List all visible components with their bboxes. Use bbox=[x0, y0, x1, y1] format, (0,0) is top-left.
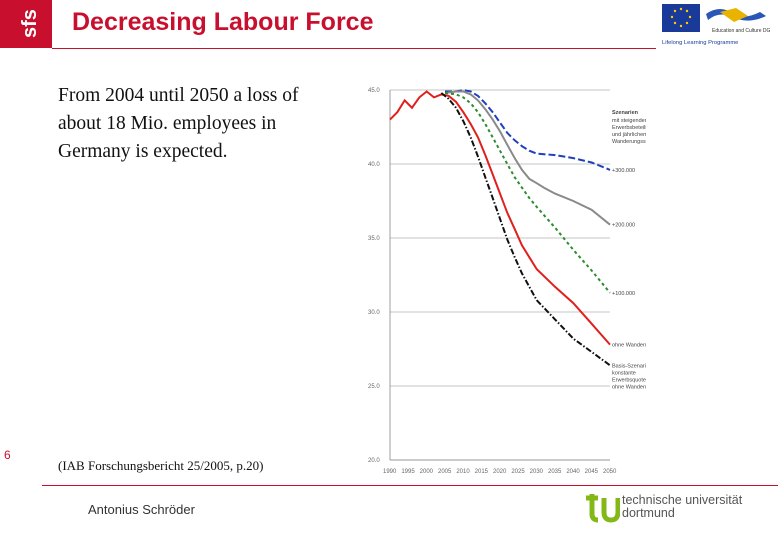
eu-logo: Education and Culture DG Lifelong Learni… bbox=[660, 2, 776, 48]
x-tick-label: 2045 bbox=[585, 469, 599, 475]
y-tick-label: 35.0 bbox=[368, 236, 380, 242]
series-line-2 bbox=[444, 92, 611, 294]
y-tick-label: 30.0 bbox=[368, 310, 380, 316]
series-line-3 bbox=[389, 90, 611, 346]
y-tick-label: 40.0 bbox=[368, 162, 380, 168]
series-label-0: +300.000 bbox=[612, 168, 635, 174]
intro-text: From 2004 until 2050 a loss of about 18 … bbox=[58, 85, 299, 162]
page-title: Decreasing Labour Force bbox=[72, 8, 374, 36]
x-tick-label: 2050 bbox=[603, 469, 617, 475]
series-line-1 bbox=[444, 90, 611, 226]
legend-subtitle: mit steigenderErwerbsbeteiligungund jähr… bbox=[612, 118, 646, 145]
footer-divider bbox=[42, 485, 778, 486]
y-tick-label: 45.0 bbox=[368, 88, 380, 94]
sfs-logo: sfs bbox=[0, 0, 52, 48]
tu-logo bbox=[584, 492, 774, 528]
series-line-0 bbox=[445, 88, 611, 171]
y-tick-label: 25.0 bbox=[368, 384, 380, 390]
series-label-4: Basis-Szenario konstante Erwerbsquoten ohne… bbox=[612, 363, 646, 390]
legend-title: Szenarien bbox=[612, 110, 639, 116]
x-tick-label: 2025 bbox=[511, 469, 525, 475]
y-tick-label: 20.0 bbox=[368, 458, 380, 464]
sfs-logo-text: sfs bbox=[19, 9, 41, 39]
x-tick-label: 1990 bbox=[383, 469, 397, 475]
tu-logo-text-line1: technische universität bbox=[622, 493, 743, 507]
tu-logo-text-line2: dortmund bbox=[622, 506, 675, 520]
x-tick-label: 2005 bbox=[438, 469, 452, 475]
x-tick-label: 2035 bbox=[548, 469, 562, 475]
tu-logo-text: technische universität dortmund bbox=[622, 494, 742, 520]
eu-logo-caption-top: Education and Culture DG bbox=[712, 28, 770, 34]
page-number: 6 bbox=[4, 448, 11, 462]
x-tick-label: 2030 bbox=[530, 469, 544, 475]
x-tick-label: 2020 bbox=[493, 469, 507, 475]
x-tick-label: 2000 bbox=[420, 469, 434, 475]
x-tick-label: 1995 bbox=[401, 469, 415, 475]
x-tick-label: 2015 bbox=[475, 469, 489, 475]
series-label-3: ohne Wanderungen bbox=[612, 343, 646, 349]
citation-text: (IAB Forschungsbericht 25/2005, p.20) bbox=[58, 458, 264, 473]
labour-force-chart: 20.0 25.0 30.0 35.0 40.0 45.0 1990 1995 2000 2005… bbox=[356, 74, 660, 478]
eu-logo-caption-bottom: Lifelong Learning Programme bbox=[662, 40, 738, 46]
title-divider bbox=[52, 48, 656, 49]
chart-svg: 20.0 25.0 30.0 35.0 40.0 45.0 1990 1995 2000 2005… bbox=[368, 88, 660, 475]
x-tick-label: 2040 bbox=[566, 469, 580, 475]
series-label-1: +200.000 bbox=[612, 223, 635, 229]
x-tick-label: 2010 bbox=[456, 469, 470, 475]
tu-logo-icon bbox=[586, 494, 621, 523]
series-label-2: +100.000 bbox=[612, 291, 635, 297]
series-line-4 bbox=[440, 92, 611, 367]
author-name: Antonius Schröder bbox=[88, 502, 195, 517]
